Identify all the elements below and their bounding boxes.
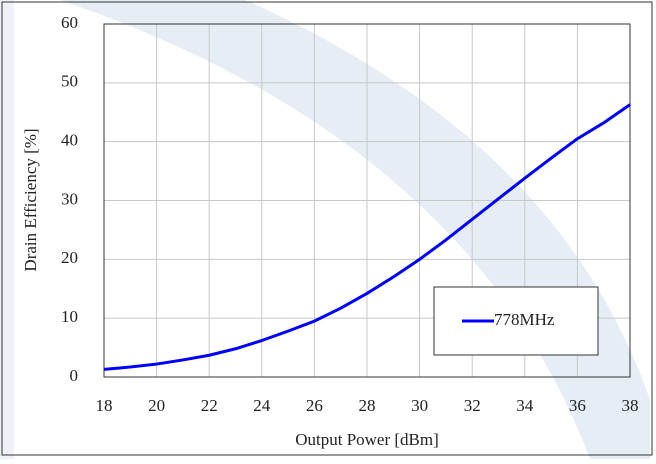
x-tick-label: 30 xyxy=(411,396,428,415)
x-tick-label: 32 xyxy=(464,396,481,415)
x-tick-label: 22 xyxy=(201,396,218,415)
y-axis-title: Drain Efficiency [%] xyxy=(21,128,40,271)
data-line xyxy=(103,103,631,371)
x-axis-title: Output Power [dBm] xyxy=(295,430,439,449)
x-tick-label: 36 xyxy=(569,396,586,415)
chart-frame xyxy=(1,1,653,456)
x-tick-label: 28 xyxy=(359,396,376,415)
y-tick-label: 60 xyxy=(61,13,78,32)
legend-label: 778MHz xyxy=(494,310,555,329)
x-tick-label: 20 xyxy=(148,396,165,415)
x-tick-label: 34 xyxy=(516,396,534,415)
plot-border xyxy=(103,23,631,378)
y-tick-label: 40 xyxy=(61,131,78,150)
x-tick-label: 24 xyxy=(253,396,271,415)
y-tick-label: 10 xyxy=(61,307,78,326)
x-tick-label: 38 xyxy=(622,396,639,415)
y-tick-label: 30 xyxy=(61,189,78,208)
x-tick-label: 26 xyxy=(306,396,323,415)
x-tick-label: 18 xyxy=(96,396,113,415)
plot-area: 0 10 20 30 40 50 60 18 20 22 24 26 28 30 32 34 36 38 778MH… xyxy=(61,13,639,415)
left-strip xyxy=(0,0,14,459)
watermark xyxy=(60,0,650,459)
y-tick-label: 50 xyxy=(61,72,78,91)
y-tick-label: 20 xyxy=(61,248,78,267)
y-tick-label: 0 xyxy=(70,366,79,385)
legend-box xyxy=(433,286,599,356)
